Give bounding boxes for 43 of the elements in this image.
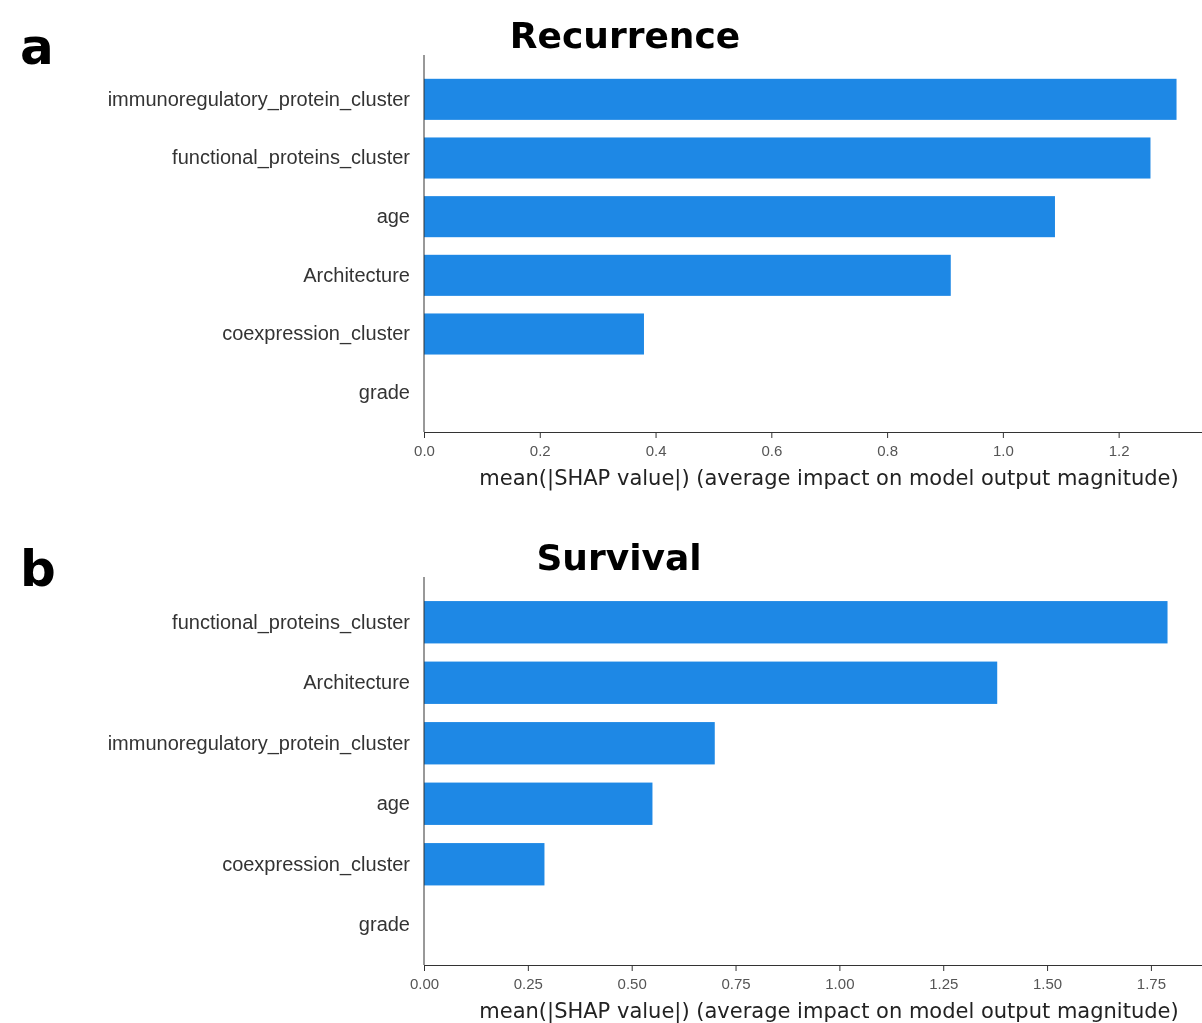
x-tick-label: 1.25 (929, 975, 959, 992)
y-tick-label: immunoregulatory_protein_cluster (107, 87, 411, 111)
x-axis-title: mean(|SHAP value|) (average impact on model output magnitude) (479, 466, 1179, 491)
x-tick-label: 0.00 (409, 975, 440, 992)
bar (424, 722, 715, 765)
x-tick-label: 1.2 (1108, 442, 1130, 459)
x-tick-label: 0.2 (529, 442, 551, 459)
bar (424, 782, 653, 825)
chart-title: Survival (536, 537, 702, 578)
x-tick-label: 0.6 (761, 442, 783, 459)
x-tick-label: 0.50 (617, 975, 647, 992)
bar (424, 196, 1055, 238)
y-tick-label: coexpression_cluster (222, 322, 411, 346)
bar (424, 843, 545, 886)
bar (424, 601, 1168, 644)
y-tick-label: functional_proteins_cluster (172, 146, 411, 170)
bar (424, 661, 998, 704)
x-tick-label: 1.00 (825, 975, 855, 992)
y-tick-label: grade (358, 381, 410, 404)
x-tick-label: 1.75 (1136, 975, 1167, 992)
x-tick-label: 0.0 (414, 442, 435, 459)
x-tick-label: 1.0 (992, 442, 1014, 459)
y-tick-label: age (376, 205, 410, 228)
bar (424, 313, 644, 355)
y-tick-label: Architecture (303, 263, 410, 286)
bar (424, 137, 1151, 179)
x-tick-label: 0.8 (877, 442, 899, 459)
y-tick-label: coexpression_cluster (222, 852, 411, 876)
text: b (20, 540, 56, 598)
y-tick-label: immunoregulatory_protein_cluster (107, 731, 411, 755)
y-tick-label: age (376, 792, 410, 815)
text: a (20, 18, 54, 76)
y-tick-label: functional_proteins_cluster (172, 610, 411, 634)
y-tick-label: grade (358, 913, 410, 936)
bar (424, 254, 951, 296)
x-tick-label: 0.4 (645, 442, 667, 459)
x-tick-label: 1.50 (1032, 975, 1063, 992)
y-tick-label: Architecture (303, 671, 410, 694)
x-tick-label: 0.75 (721, 975, 751, 992)
chart-title: Recurrence (509, 15, 741, 56)
bar (424, 78, 1177, 120)
x-axis-title: mean(|SHAP value|) (average impact on model output magnitude) (479, 999, 1179, 1023)
x-tick-label: 0.25 (513, 975, 543, 992)
